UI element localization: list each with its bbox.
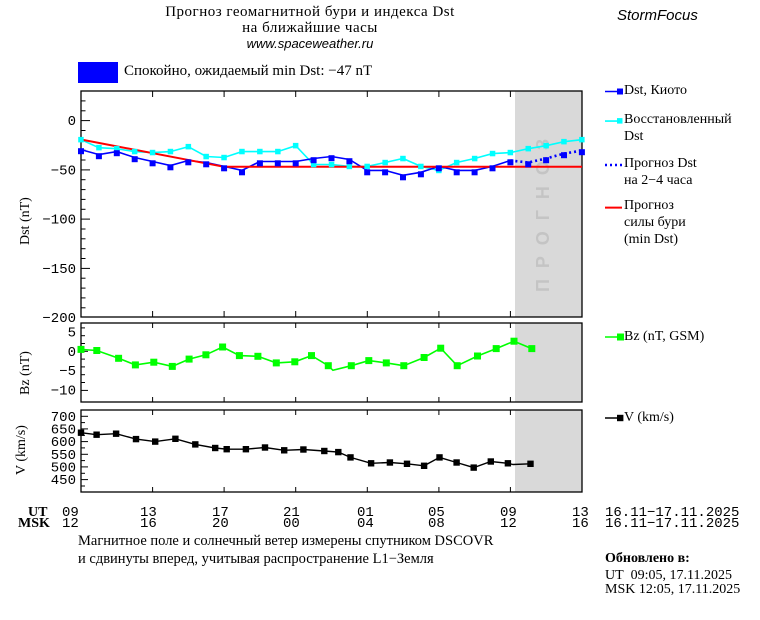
svg-text:450: 450 xyxy=(51,473,76,489)
